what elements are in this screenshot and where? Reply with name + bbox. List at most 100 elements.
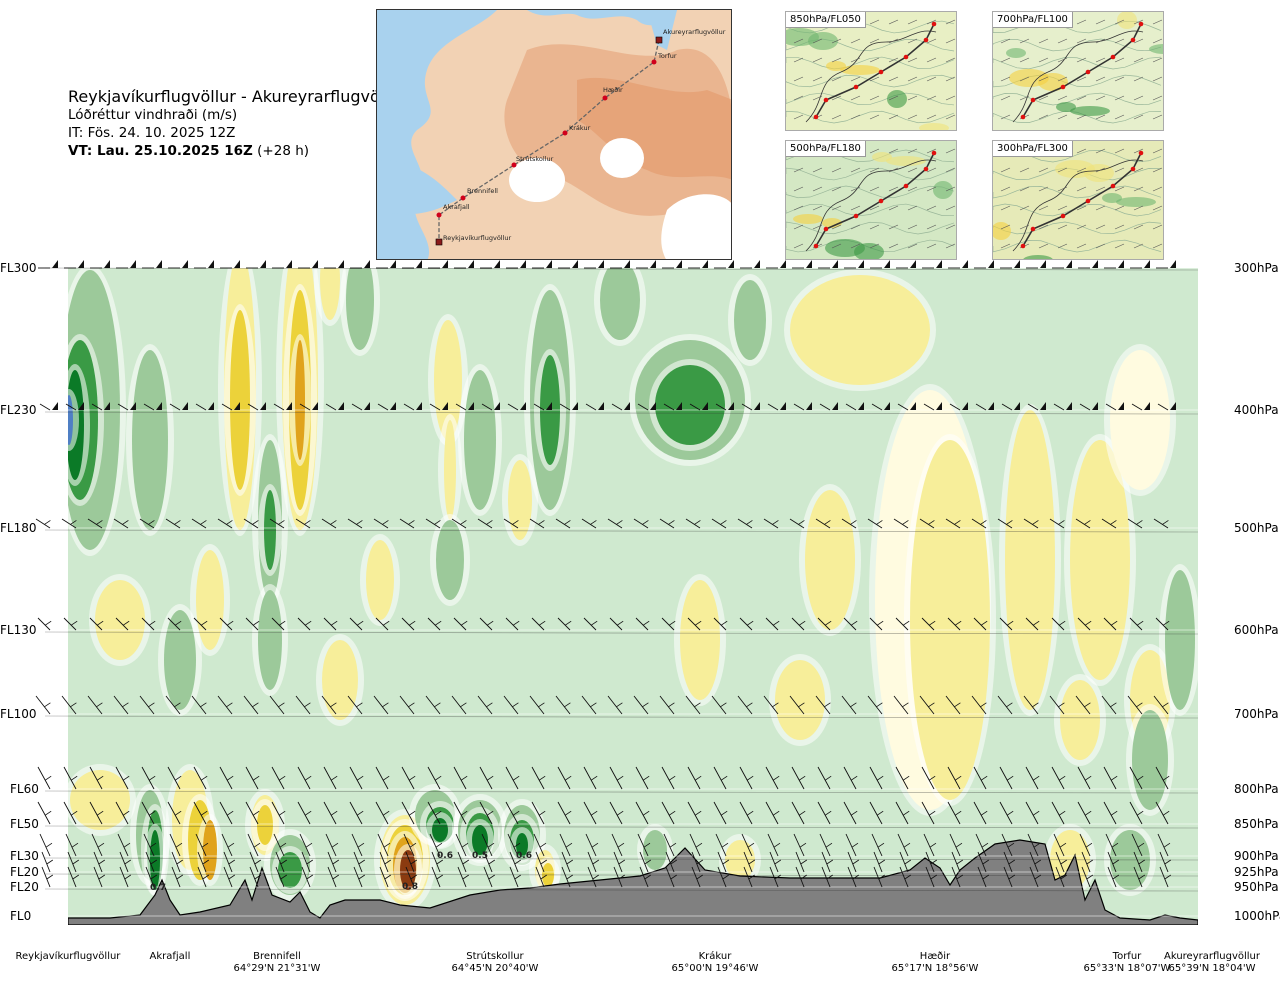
wind-barb-feather (694, 775, 702, 781)
wind-barb-feather (228, 859, 236, 865)
mini-map-contour (993, 92, 1162, 106)
wind-barb-feather (1110, 620, 1118, 626)
wind-barb (431, 866, 441, 888)
wind-barb-feather (1084, 810, 1092, 816)
location-name: Brennifell (253, 951, 301, 962)
wind-barb (37, 766, 51, 790)
wind-barb-feather (1006, 810, 1014, 816)
wind-barb-feather (566, 859, 574, 865)
wind-barb-feather (564, 520, 571, 525)
level-lines (68, 267, 1198, 917)
mini-map-point (1130, 166, 1136, 172)
wind-barb-flag (416, 402, 422, 410)
wind-barb (845, 833, 857, 857)
wind-barb (711, 518, 727, 529)
mini-map-blob (1149, 44, 1163, 54)
location-name: Strútskollur (466, 951, 524, 962)
wind-barb (715, 833, 727, 857)
mini-map-barb (1057, 243, 1068, 249)
wind-barb (1103, 617, 1117, 631)
mini-map-barb (1057, 76, 1068, 82)
wind-barb-feather (45, 842, 53, 848)
mini-map-barb (888, 38, 899, 44)
wind-barb-feather (44, 702, 51, 708)
wind-barb-feather (1084, 702, 1091, 708)
mini-map-barb (1114, 57, 1125, 63)
mini-map-barb (1019, 205, 1030, 211)
wind-barb (217, 695, 233, 715)
wind-barb-feather (824, 702, 831, 708)
wind-barb-feather (304, 520, 311, 525)
wind-barb-flag (1144, 260, 1150, 268)
wind-barb-feather (512, 520, 519, 525)
wind-barb (401, 801, 415, 825)
wind-barb-feather (1136, 810, 1144, 816)
mini-map-barb (1114, 114, 1125, 120)
mini-map-barb (945, 205, 956, 211)
mini-map-blob (1117, 12, 1137, 29)
wind-barb (899, 866, 909, 888)
wind-barb (529, 695, 545, 715)
mini-map-blob (1102, 193, 1122, 203)
wind-barb (555, 695, 571, 715)
mini-map-barb (1095, 148, 1106, 154)
wind-barb (873, 851, 883, 873)
wind-barb (223, 851, 233, 873)
wind-barb (739, 766, 753, 790)
wind-barb (1027, 403, 1039, 411)
wind-barb-feather (279, 842, 287, 848)
wind-barb (93, 866, 103, 888)
mini-map-barb (869, 167, 880, 173)
wind-barb-flag (520, 260, 526, 268)
wind-barb (843, 766, 857, 790)
mini-map-point (1130, 37, 1136, 43)
wind-barb (1077, 617, 1091, 631)
wind-barb-feather (1008, 859, 1016, 865)
map-place-label: Hæðir (603, 86, 623, 94)
wind-barb-feather (1034, 859, 1042, 865)
wind-barb-feather (1112, 859, 1120, 865)
wind-barb (37, 617, 51, 631)
wind-barb-feather (512, 702, 519, 708)
wind-barb-feather (642, 775, 650, 781)
wind-barb (1081, 851, 1091, 873)
wind-barb (379, 851, 389, 873)
vertical-wind-field (68, 268, 1198, 911)
wind-barb-feather (694, 810, 702, 816)
wind-barb (689, 403, 701, 411)
wind-barb-feather (1110, 810, 1118, 816)
wind-barb (691, 851, 701, 873)
wind-barb (949, 403, 961, 411)
wind-barb-feather (461, 842, 469, 848)
wind-barb-feather (226, 520, 233, 525)
mini-map-barb (1152, 186, 1163, 192)
wind-barb-feather (903, 842, 911, 848)
mini-map-barb (926, 38, 937, 44)
mini-map-coast (1012, 159, 1144, 252)
wind-barb-feather (748, 874, 756, 880)
mini-map-barb (1152, 167, 1163, 173)
wind-barb (1051, 617, 1065, 631)
wind-barb-feather (642, 520, 649, 525)
mini-map-barb (1095, 95, 1106, 101)
wind-barb-feather (902, 702, 909, 708)
wind-barb (663, 833, 675, 857)
mini-map-barb (1076, 243, 1087, 249)
wind-barb-flag (130, 402, 136, 410)
wind-barb-feather (826, 859, 834, 865)
mini-map-500-label: 500hPa/FL180 (786, 141, 866, 157)
wind-barb-feather (772, 702, 779, 708)
mini-map-barb (888, 95, 899, 101)
wind-barb (141, 801, 155, 825)
wind-barb-flag (1170, 402, 1176, 410)
mini-map-barb (888, 114, 899, 120)
wind-barb (531, 801, 545, 825)
wind-barb-feather (486, 775, 494, 781)
wind-barb (977, 866, 987, 888)
wind-barb-feather (954, 702, 961, 708)
wind-barb-feather (1008, 874, 1016, 880)
wind-barb-feather (384, 859, 392, 865)
wind-barb-flag (312, 402, 318, 410)
mini-map-barb (907, 76, 918, 82)
wind-barb-flag (390, 260, 396, 268)
